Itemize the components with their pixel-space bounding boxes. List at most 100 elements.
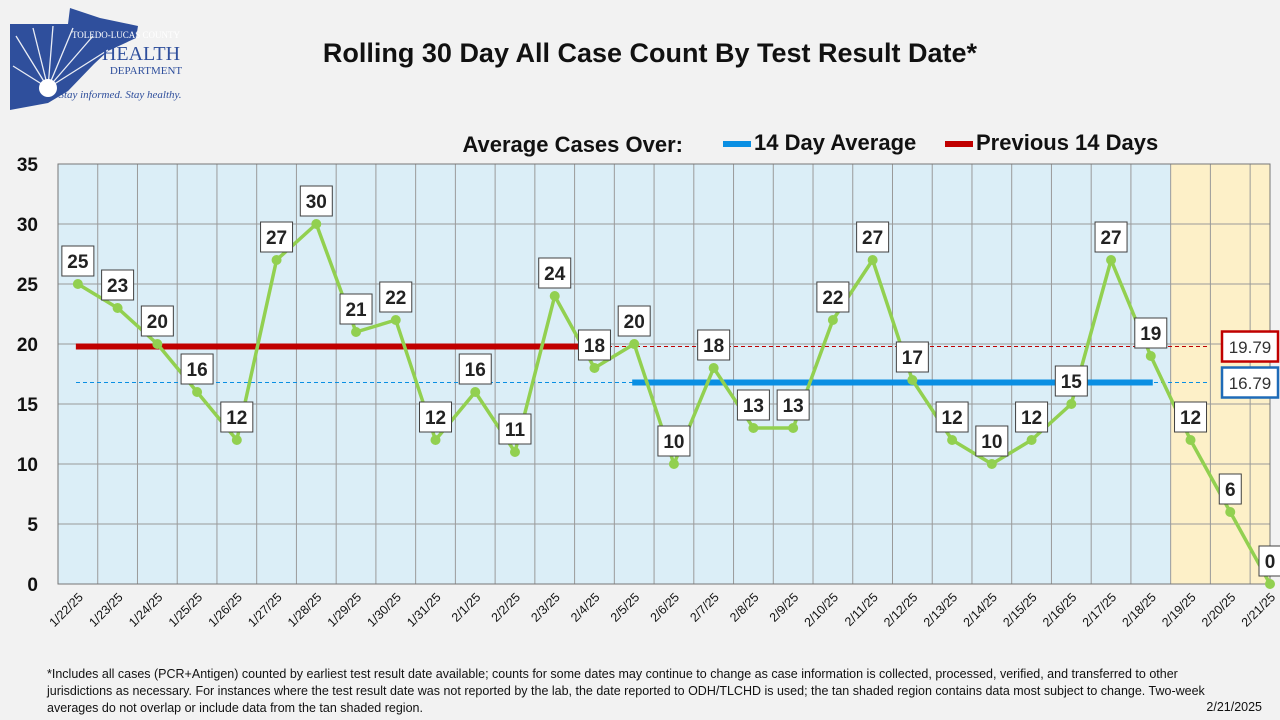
data-point <box>112 303 123 313</box>
logo-line1: TOLEDO-LUCAS COUNTY <box>72 30 181 40</box>
x-tick-label: 1/23/25 <box>86 590 125 629</box>
data-point <box>1145 351 1156 361</box>
data-label-box <box>140 305 174 337</box>
data-label: 12 <box>425 408 446 429</box>
x-tick-label: 1/22/25 <box>47 590 86 629</box>
x-tick-label: 2/2/25 <box>489 590 524 625</box>
data-label-box <box>1218 473 1242 505</box>
data-point <box>1265 579 1275 589</box>
data-label: 20 <box>624 312 645 333</box>
legend-avg14-label: 14 Day Average <box>754 130 916 155</box>
data-label: 22 <box>822 288 843 309</box>
data-label-box <box>538 257 572 289</box>
data-label: 16 <box>465 360 486 381</box>
data-label-box <box>379 281 413 313</box>
data-point <box>986 459 997 469</box>
data-label: 18 <box>703 336 724 357</box>
data-point <box>351 327 362 337</box>
data-label: 19 <box>1140 324 1161 345</box>
data-point <box>788 423 799 433</box>
x-tick-label: 1/27/25 <box>245 590 284 629</box>
data-point <box>311 219 322 229</box>
data-label: 20 <box>147 312 168 333</box>
logo-line3: DEPARTMENT <box>110 65 183 77</box>
data-label: 10 <box>663 432 684 453</box>
x-tick-label: 1/24/25 <box>126 590 165 629</box>
data-point <box>748 423 759 433</box>
x-tick-label: 2/17/25 <box>1080 590 1119 629</box>
y-tick-label: 0 <box>27 575 38 596</box>
x-tick-label: 2/1/25 <box>449 590 484 625</box>
avg14-value-box <box>1220 366 1280 399</box>
data-label: 18 <box>584 336 605 357</box>
data-label-box <box>816 281 850 313</box>
data-label: 27 <box>1100 228 1121 249</box>
x-tick-label: 1/25/25 <box>166 590 205 629</box>
x-tick-label: 1/30/25 <box>364 590 403 629</box>
data-label-box <box>617 305 651 337</box>
data-label-box <box>180 353 214 385</box>
x-tick-label: 1/29/25 <box>325 590 364 629</box>
x-tick-label: 2/7/25 <box>687 590 722 625</box>
data-label-box <box>1258 545 1280 577</box>
y-tick-label: 20 <box>17 335 38 356</box>
data-point <box>708 363 719 373</box>
data-point <box>231 435 242 445</box>
data-point <box>549 291 560 301</box>
report-date: 2/21/2025 <box>1206 700 1262 714</box>
data-label-box <box>101 269 135 301</box>
data-label: 13 <box>783 396 804 417</box>
chart-title: Rolling 30 Day All Case Count By Test Re… <box>322 38 978 68</box>
data-label: 16 <box>187 360 208 381</box>
data-point <box>390 315 401 325</box>
data-label-box <box>577 329 611 361</box>
data-label-box <box>657 425 691 457</box>
data-label-box <box>1094 221 1128 253</box>
y-tick-label: 25 <box>17 275 39 296</box>
data-label-box <box>299 185 333 217</box>
data-label: 12 <box>1180 408 1201 429</box>
data-label-box <box>935 401 969 433</box>
footnote: *Includes all cases (PCR+Antigen) counte… <box>47 667 1205 715</box>
data-label-box <box>975 425 1009 457</box>
x-tick-label: 1/28/25 <box>285 590 324 629</box>
data-label: 0 <box>1265 552 1276 573</box>
data-point <box>72 279 83 289</box>
data-point <box>947 435 958 445</box>
legend-heading: Average Cases Over: <box>462 132 683 157</box>
avg14-value-label: 16.79 <box>1229 374 1272 393</box>
x-tick-label: 2/12/25 <box>881 590 920 629</box>
data-label-box <box>697 329 731 361</box>
x-tick-label: 2/9/25 <box>767 590 802 625</box>
data-point <box>470 387 481 397</box>
data-point <box>1106 255 1117 265</box>
data-label-box <box>736 389 770 421</box>
data-point <box>668 459 679 469</box>
data-label: 12 <box>1021 408 1042 429</box>
data-label: 13 <box>743 396 764 417</box>
data-label-box <box>1134 317 1168 349</box>
data-point <box>629 339 640 349</box>
data-label-box <box>419 401 453 433</box>
data-label: 11 <box>505 420 526 441</box>
data-label: 23 <box>107 276 128 297</box>
data-label-box <box>1174 401 1208 433</box>
data-point <box>1225 507 1236 517</box>
x-tick-label: 2/19/25 <box>1159 590 1198 629</box>
data-label: 12 <box>942 408 963 429</box>
data-label-box <box>339 293 373 325</box>
prev14-avg-value-label: 19.79 <box>1229 338 1272 357</box>
data-point <box>827 315 838 325</box>
data-label-box <box>1054 365 1088 397</box>
x-tick-label: 2/11/25 <box>842 590 881 629</box>
data-point <box>271 255 282 265</box>
data-point <box>152 339 163 349</box>
health-department-logo: TOLEDO-LUCAS COUNTY HEALTH DEPARTMENT St… <box>10 8 183 110</box>
data-label-box <box>458 353 492 385</box>
legend-prev14-label: Previous 14 Days <box>976 130 1158 155</box>
data-point <box>907 375 918 385</box>
case-count-chart: 0 5 10 15 20 25 30 35 1/22/25 1/23/25 1/24/25 1/25/… <box>17 130 1280 630</box>
y-tick-label: 10 <box>17 455 38 476</box>
x-tick-label: 2/5/25 <box>608 590 643 625</box>
x-tick-label: 2/16/25 <box>1040 590 1079 629</box>
